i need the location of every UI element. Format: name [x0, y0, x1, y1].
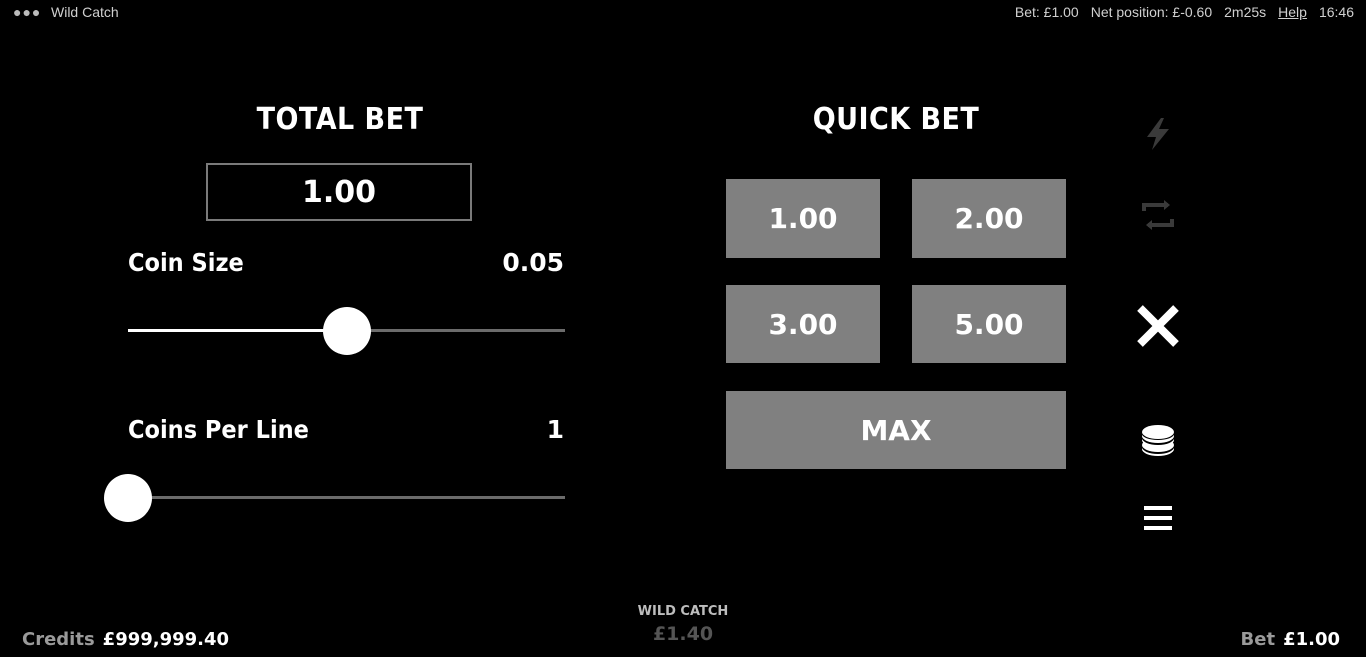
menu-icon[interactable]: [1132, 504, 1184, 532]
slider-track: [128, 496, 565, 499]
coin-size-slider[interactable]: [128, 307, 565, 355]
top-bet: Bet: £1.00: [1014, 4, 1079, 20]
max-bet-button[interactable]: MAX: [726, 391, 1066, 469]
coins-per-line-slider-thumb[interactable]: [104, 474, 152, 522]
credits-value: £999,999.40: [102, 629, 230, 650]
session-info: Bet: £1.00 Net position: £-0.60 2m25s He…: [1015, 4, 1354, 20]
footer-center: WILD CATCH £1.40: [583, 604, 783, 645]
credits-display: Credits £999,999.40: [22, 629, 229, 650]
autoplay-icon[interactable]: [1132, 194, 1184, 236]
quick-bet-5-button[interactable]: 5.00: [912, 285, 1066, 363]
coins-icon[interactable]: [1132, 422, 1184, 458]
slider-fill: [128, 329, 347, 332]
credits-label: Credits: [22, 629, 95, 650]
session-timer: 2m25s: [1224, 4, 1267, 20]
game-name: Wild Catch: [51, 4, 119, 20]
quick-bet-1-button[interactable]: 1.00: [726, 179, 880, 258]
bet-value: £1.00: [1283, 629, 1340, 650]
lightning-icon[interactable]: [1132, 112, 1184, 156]
quick-bet-heading: QUICK BET: [812, 102, 980, 137]
coin-size-value: 0.05: [502, 248, 564, 277]
coins-per-line-value: 1: [546, 415, 564, 444]
bet-label: Bet: [1240, 629, 1276, 650]
win-amount: £1.40: [652, 623, 714, 645]
coins-per-line-slider[interactable]: [104, 474, 565, 522]
help-link[interactable]: Help: [1278, 4, 1307, 20]
total-bet-heading: TOTAL BET: [256, 102, 424, 137]
coin-size-label: Coin Size: [128, 248, 244, 277]
footer-game-title: WILD CATCH: [637, 604, 729, 619]
clock: 16:46: [1318, 4, 1354, 20]
top-bar: ●●● Wild Catch Bet: £1.00 Net position: …: [0, 0, 1366, 26]
bet-display: Bet £1.00: [1241, 629, 1340, 650]
coin-size-slider-thumb[interactable]: [322, 307, 371, 355]
close-icon[interactable]: [1132, 302, 1184, 350]
menu-dots-icon[interactable]: ●●●: [13, 4, 42, 20]
coins-per-line-label: Coins Per Line: [128, 415, 309, 444]
net-position: Net position: £-0.60: [1090, 4, 1213, 20]
total-bet-value: 1.00: [206, 163, 472, 221]
quick-bet-2-button[interactable]: 2.00: [912, 179, 1066, 258]
quick-bet-3-button[interactable]: 3.00: [726, 285, 880, 363]
